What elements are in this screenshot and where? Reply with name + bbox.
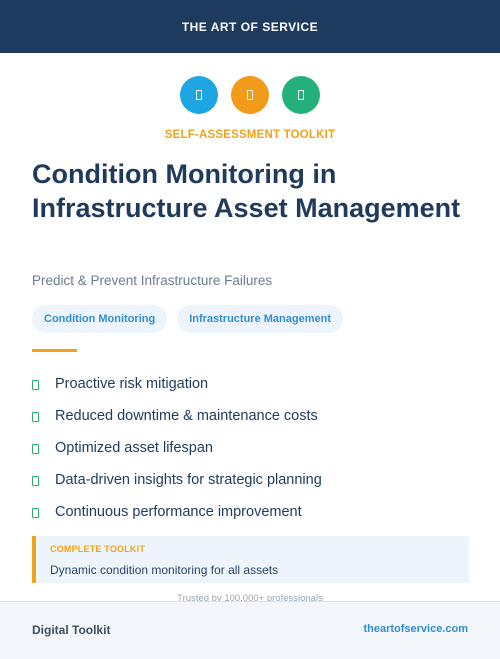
footer-website-link[interactable]: theartofservice.com [363,623,468,635]
check-icon [32,508,39,518]
page-title: Condition Monitoring in Infrastructure A… [32,159,461,223]
feature-text: Optimized asset lifespan [55,440,213,456]
footer-label: Digital Toolkit [32,623,111,637]
blue-feature-icon [180,76,218,114]
feature-text: Data-driven insights for strategic plann… [55,472,322,488]
feature-text: Reduced downtime & maintenance costs [55,408,318,424]
trusted-note: Trusted by 100,000+ professionals [177,593,323,602]
brand-name: THE ART OF SERVICE [181,19,319,34]
callout-text: Dynamic condition monitoring for all ass… [50,563,279,577]
check-icon [32,476,39,486]
orange-feature-icon [231,76,269,114]
tag-condition-monitoring: Condition Monitoring [32,305,168,333]
tag-list: Condition Monitoring Infrastructure Mana… [32,305,343,333]
page-subtitle: Predict & Prevent Infrastructure Failure… [32,273,273,288]
feature-item: Data-driven insights for strategic plann… [32,464,322,496]
check-icon [32,444,39,454]
green-feature-icon [282,76,320,114]
toolkit-callout: COMPLETE TOOLKIT Dynamic condition monit… [32,536,469,583]
placeholder-glyph-icon [247,90,253,100]
tag-infrastructure-management: Infrastructure Management [177,305,343,333]
page-footer: Digital Toolkit theartofservice.com [0,601,500,659]
feature-item: Reduced downtime & maintenance costs [32,400,322,432]
toolkit-kicker: SELF-ASSESSMENT TOOLKIT [164,129,336,141]
callout-label: COMPLETE TOOLKIT [50,544,146,554]
placeholder-glyph-icon [196,90,202,100]
feature-item: Optimized asset lifespan [32,432,322,464]
check-icon [32,412,39,422]
feature-list: Proactive risk mitigation Reduced downti… [32,368,322,528]
top-banner: THE ART OF SERVICE [0,0,500,53]
feature-item: Proactive risk mitigation [32,368,322,400]
check-icon [32,380,39,390]
feature-text: Continuous performance improvement [55,504,302,520]
feature-item: Continuous performance improvement [32,496,322,528]
placeholder-glyph-icon [298,90,304,100]
feature-icons [0,76,500,114]
accent-divider [32,349,77,352]
feature-text: Proactive risk mitigation [55,376,209,392]
